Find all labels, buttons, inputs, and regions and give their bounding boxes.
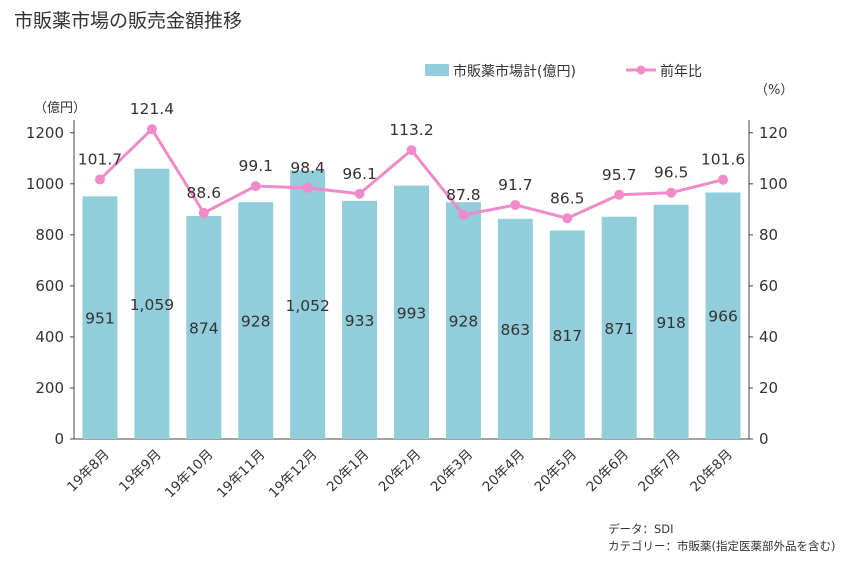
bar [497, 218, 533, 439]
bar [238, 202, 274, 439]
bar [394, 185, 429, 439]
line-value-label: 101.7 [78, 150, 122, 168]
line-value-label: 88.6 [187, 184, 222, 202]
line-point [510, 199, 521, 210]
bar-value-label: 871 [604, 320, 634, 338]
bar-value-label: 933 [345, 312, 375, 330]
right-tick-label: 100 [759, 175, 788, 193]
category-label: 20年6月 [583, 447, 632, 496]
chart-title: 市販薬市場の販売金額推移 [14, 10, 243, 32]
category-label: 19年9月 [116, 447, 165, 496]
bar [290, 170, 326, 439]
category-label: 20年1月 [324, 447, 373, 496]
line-point [718, 174, 729, 185]
line-value-label: 91.7 [498, 176, 533, 194]
bar-value-label: 993 [397, 304, 427, 322]
right-tick-label: 40 [759, 328, 778, 346]
bar-value-label: 863 [501, 321, 531, 339]
line-point [250, 181, 261, 192]
bar [186, 215, 222, 439]
bar [705, 192, 741, 439]
right-tick-label: 0 [759, 430, 769, 448]
line-point [666, 187, 677, 198]
bar-value-labels: 951 1,059 874 928 1,052 933 993 928 863 817 871 918… [85, 296, 738, 345]
line-value-label: 101.6 [701, 151, 745, 169]
left-tick-label: 800 [35, 226, 64, 244]
bar-value-label: 918 [656, 314, 686, 332]
legend: 市販薬市場計(億円) 前年比 [425, 63, 702, 80]
bar [601, 216, 637, 439]
left-tick-label: 1000 [26, 175, 64, 193]
bar-series [82, 168, 741, 439]
bar [445, 202, 481, 439]
right-tick-label: 20 [759, 379, 778, 397]
category-label: 20年8月 [687, 447, 736, 496]
line-point [562, 213, 573, 224]
left-tick-label: 0 [54, 430, 64, 448]
line-value-label: 99.1 [238, 157, 273, 175]
line-series [94, 124, 729, 224]
line-point [614, 189, 625, 200]
bar-value-label: 951 [85, 310, 115, 328]
category-label: 19年8月 [64, 447, 113, 496]
line-value-label: 113.2 [389, 121, 433, 139]
bar [549, 230, 585, 439]
category-label: 19年10月 [162, 447, 217, 502]
category-label: 20年7月 [635, 447, 684, 496]
line-point [458, 209, 469, 220]
line-value-label: 95.7 [602, 166, 637, 184]
line-value-label: 86.5 [550, 189, 585, 207]
left-axis-unit: （億円） [34, 100, 86, 116]
legend-bar-swatch [425, 64, 449, 76]
line-value-label: 87.8 [446, 186, 481, 204]
line-point [302, 182, 313, 193]
line-value-label: 96.1 [342, 165, 377, 183]
category-label: 19年12月 [266, 447, 321, 502]
category-label: 19年11月 [214, 447, 269, 502]
left-tick-label: 600 [35, 277, 64, 295]
line-point [198, 207, 209, 218]
category-label: 20年4月 [480, 447, 529, 496]
bar-value-label: 928 [449, 313, 479, 331]
category-label: 20年5月 [531, 447, 580, 496]
line-value-labels: 101.7 121.4 88.6 99.1 98.4 96.1 113.2 87.8 91.7 8… [78, 100, 745, 207]
bar [342, 200, 378, 439]
right-tick-label: 60 [759, 277, 778, 295]
line-value-label: 98.4 [290, 159, 325, 177]
bar-value-label: 1,059 [130, 296, 174, 314]
legend-line-marker [636, 65, 646, 75]
source-note-category: カテゴリー：市販薬(指定医薬部外品を含む) [608, 539, 836, 553]
line-point [146, 124, 157, 135]
bar [82, 196, 118, 439]
bar-value-label: 817 [552, 327, 582, 345]
category-label: 20年2月 [376, 447, 425, 496]
left-tick-label: 200 [35, 379, 64, 397]
legend-bar-label: 市販薬市場計(億円) [453, 63, 576, 80]
right-axis-ticks: 0 20 40 60 80 100 120 [749, 124, 788, 448]
line-point [94, 174, 105, 185]
right-tick-label: 120 [759, 124, 788, 142]
right-axis-unit: （%） [755, 83, 793, 98]
line-value-label: 121.4 [130, 100, 174, 118]
bar [653, 204, 689, 439]
source-note-data: データ：SDI [608, 522, 674, 536]
bar-value-label: 966 [708, 308, 738, 326]
left-tick-label: 1200 [26, 124, 64, 142]
bar-value-label: 928 [241, 313, 271, 331]
category-label: 20年3月 [428, 447, 477, 496]
left-axis-ticks: 0 200 400 600 800 1000 1200 [26, 124, 74, 448]
left-tick-label: 400 [35, 328, 64, 346]
right-tick-label: 80 [759, 226, 778, 244]
bar-value-label: 1,052 [285, 297, 329, 315]
line-point [354, 188, 365, 199]
bar [134, 168, 170, 439]
line-value-label: 96.5 [654, 164, 689, 182]
legend-line-label: 前年比 [660, 63, 702, 80]
line-point [406, 145, 417, 156]
bar-value-label: 874 [189, 319, 219, 337]
